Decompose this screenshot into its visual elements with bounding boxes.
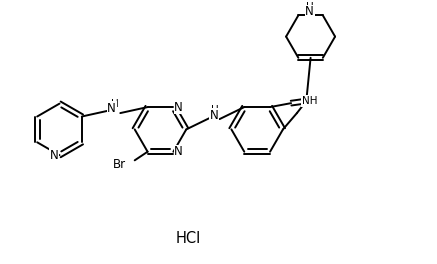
Text: N: N <box>50 149 59 162</box>
Text: NH: NH <box>302 96 317 106</box>
Text: N: N <box>174 101 183 114</box>
Text: H: H <box>306 2 314 12</box>
Text: H: H <box>211 105 218 115</box>
Text: Br: Br <box>113 158 126 171</box>
Text: N: N <box>210 109 219 122</box>
Text: N: N <box>108 102 116 115</box>
Text: N: N <box>305 6 314 18</box>
Text: H: H <box>111 99 118 109</box>
Text: N: N <box>174 145 183 158</box>
Text: HCl: HCl <box>176 232 201 247</box>
